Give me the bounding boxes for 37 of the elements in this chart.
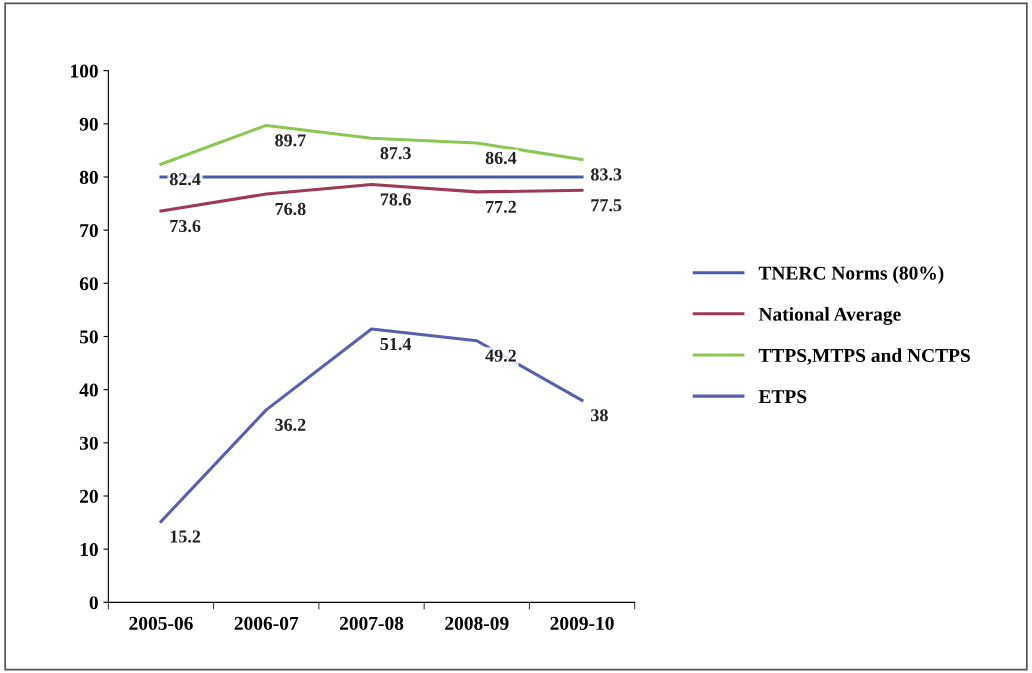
y-tick-label: 40 — [79, 383, 98, 397]
x-tick-label: 2009-10 — [550, 616, 614, 630]
data-label: 38 — [591, 409, 608, 422]
y-tick-label: 90 — [79, 117, 98, 131]
legend-label: TTPS,MTPS and NCTPS — [758, 348, 970, 365]
data-label: 89.7 — [275, 134, 306, 147]
data-label: 78.6 — [380, 193, 411, 206]
data-label: 87.3 — [380, 147, 411, 160]
data-label: 73.6 — [170, 219, 201, 233]
x-tick-label: 2005-06 — [129, 616, 193, 630]
y-tick-label: 70 — [80, 223, 98, 238]
data-label: 82.4 — [169, 173, 201, 186]
line-series — [159, 123, 584, 166]
y-tick-label: 20 — [80, 489, 98, 503]
y-tick-label: 30 — [79, 436, 98, 450]
data-label: 36.2 — [275, 418, 306, 431]
legend-label: National Average — [758, 307, 901, 325]
data-label: 77.5 — [591, 199, 622, 212]
data-label: 77.2 — [486, 200, 516, 213]
data-label: 86.4 — [485, 151, 517, 165]
y-tick-label: 10 — [80, 542, 98, 557]
legend-label: TNERC Norms (80%) — [758, 266, 944, 284]
y-tick-label: 0 — [89, 596, 98, 610]
y-tick-label: 100 — [71, 64, 98, 78]
y-tick-label: 60 — [79, 277, 98, 291]
y-tick-label: 50 — [79, 330, 98, 344]
data-label: 83.3 — [590, 168, 622, 181]
y-tick-label: 80 — [79, 170, 98, 184]
x-tick-label: 2007-08 — [339, 616, 404, 630]
data-label: 51.4 — [380, 338, 412, 351]
x-tick-label: 2006-07 — [234, 616, 299, 630]
data-label: 15.2 — [170, 530, 201, 543]
legend-label: ETPS — [758, 390, 807, 404]
x-tick-label: 2008-09 — [445, 616, 509, 630]
data-label: 76.8 — [275, 202, 306, 216]
line-series — [159, 327, 584, 524]
data-label: 49.2 — [485, 349, 516, 362]
